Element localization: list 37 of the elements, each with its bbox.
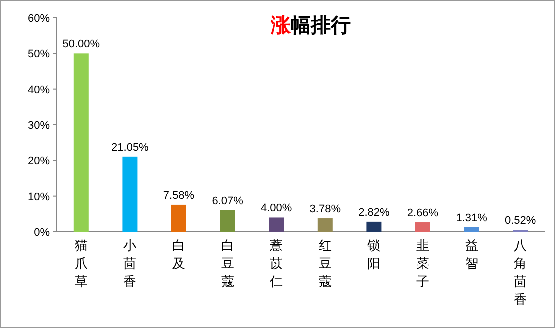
bar <box>416 222 430 232</box>
y-tick-label: 20% <box>28 156 50 168</box>
x-tick-label: 八角茴香 <box>514 238 528 307</box>
y-tick-label: 60% <box>28 13 50 25</box>
data-label: 6.07% <box>212 195 244 208</box>
data-label: 2.82% <box>358 206 390 219</box>
x-tick-label: 小茴香 <box>124 238 137 289</box>
x-tick-label: 红豆蔻 <box>318 238 332 289</box>
y-tick-label: 50% <box>28 48 50 61</box>
x-tick-label: 锁阳 <box>366 238 381 271</box>
y-tick-label: 40% <box>28 84 50 96</box>
data-label: 7.58% <box>163 190 195 202</box>
x-tick-label: 猫爪草 <box>74 238 88 289</box>
y-tick-label: 30% <box>28 120 50 132</box>
bar <box>122 156 138 232</box>
bar <box>366 222 382 232</box>
y-tick-label: 10% <box>28 191 50 204</box>
data-label: 21.05% <box>112 142 150 154</box>
bar <box>172 204 186 232</box>
data-label: 3.78% <box>310 204 342 216</box>
x-tick-label: 益智 <box>465 238 478 271</box>
bar <box>269 218 284 232</box>
data-label: 50.00% <box>62 38 100 51</box>
data-label: 2.66% <box>407 208 439 220</box>
x-tick-label: 韭菜子 <box>416 238 430 289</box>
bar <box>464 227 480 232</box>
x-tick-label: 薏苡仁 <box>269 238 284 289</box>
bar <box>220 210 236 232</box>
y-tick-label: 0% <box>34 227 50 239</box>
x-tick-label: 白及 <box>172 238 186 271</box>
data-label: 4.00% <box>261 202 292 215</box>
bar <box>318 218 333 232</box>
data-label: 1.31% <box>456 212 488 224</box>
bar <box>74 54 89 232</box>
chart-title: 涨幅排行 <box>270 15 351 37</box>
data-label: 0.52% <box>505 215 536 228</box>
x-tick-label: 白豆蔻 <box>221 238 234 289</box>
